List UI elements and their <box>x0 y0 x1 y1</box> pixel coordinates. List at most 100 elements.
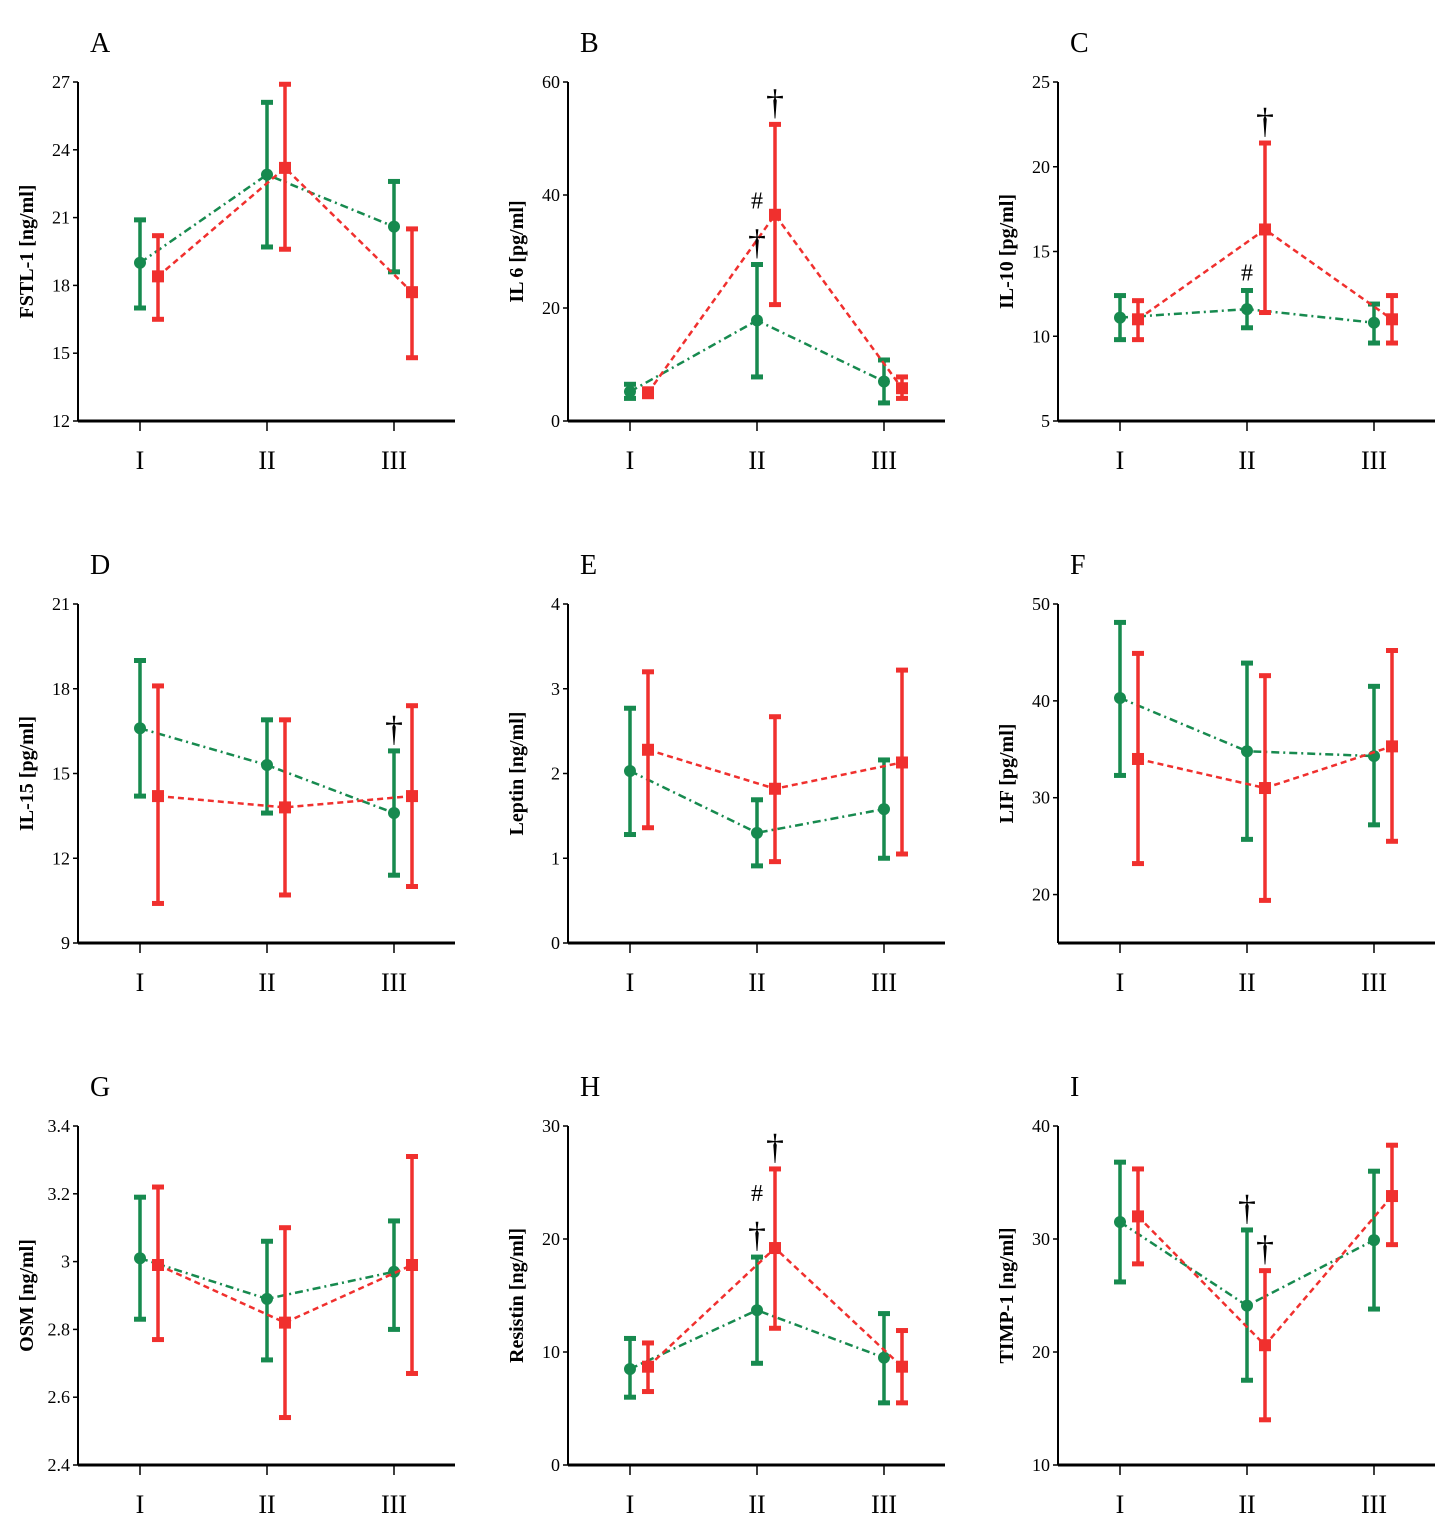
y-axis-label: OSM [ng/ml] <box>16 1239 38 1352</box>
x-tick-label: I <box>626 446 635 475</box>
x-tick-label: III <box>1361 446 1387 475</box>
x-tick-label: III <box>871 968 897 997</box>
y-tick-label: 3.4 <box>48 1116 71 1136</box>
panel-label: E <box>580 550 597 581</box>
y-tick-label: 30 <box>1032 788 1050 808</box>
data-point-green <box>261 1292 273 1305</box>
y-tick-label: 20 <box>1032 1342 1050 1362</box>
significance-mark: † <box>1256 1229 1274 1269</box>
data-point-red <box>406 790 418 803</box>
x-tick-label: III <box>1361 1490 1387 1519</box>
data-point-red <box>769 782 781 795</box>
data-point-green <box>388 807 400 820</box>
y-tick-label: 30 <box>542 1116 560 1136</box>
data-point-green <box>878 803 890 816</box>
data-point-green <box>1241 1299 1253 1312</box>
y-axis-label: FSTL-1 [ng/ml] <box>16 185 38 319</box>
data-point-red <box>1259 782 1271 795</box>
x-tick-label: II <box>748 446 765 475</box>
y-tick-label: 0 <box>551 411 560 431</box>
x-tick-label: II <box>748 968 765 997</box>
data-point-green <box>878 1351 890 1364</box>
data-point-red <box>642 743 654 756</box>
x-tick-label: I <box>626 968 635 997</box>
x-tick-label: I <box>1116 1490 1125 1519</box>
x-tick-label: I <box>1116 446 1125 475</box>
data-point-red <box>152 1258 164 1271</box>
x-tick-label: II <box>258 1490 275 1519</box>
data-point-green <box>624 1362 636 1375</box>
panel-label: H <box>580 1072 600 1103</box>
panel-label: D <box>90 550 110 581</box>
y-tick-label: 0 <box>551 1455 560 1475</box>
y-tick-label: 15 <box>52 764 70 784</box>
y-tick-label: 18 <box>52 275 70 295</box>
data-point-red <box>1259 223 1271 236</box>
y-axis-label: IL 6 [pg/ml] <box>506 200 528 302</box>
series-line-red <box>157 794 413 809</box>
y-axis-label: IL-15 [pg/ml] <box>16 716 38 831</box>
data-point-green <box>1241 745 1253 758</box>
data-point-green <box>624 385 636 398</box>
data-point-red <box>896 382 908 395</box>
data-point-green <box>1368 316 1380 329</box>
y-tick-label: 5 <box>1041 411 1050 431</box>
x-tick-label: II <box>258 446 275 475</box>
data-point-green <box>878 375 890 388</box>
data-point-red <box>406 1258 418 1271</box>
y-axis-label: LIF [pg/ml] <box>996 724 1018 824</box>
data-point-red <box>1132 1210 1144 1223</box>
panel-label: A <box>90 28 111 59</box>
data-point-red <box>1386 1190 1398 1203</box>
y-tick-label: 10 <box>1032 1455 1050 1475</box>
y-tick-label: 20 <box>542 1229 560 1249</box>
x-tick-label: III <box>871 1490 897 1519</box>
y-tick-label: 18 <box>52 679 70 699</box>
x-tick-label: I <box>136 1490 145 1519</box>
data-point-red <box>1132 752 1144 765</box>
significance-mark: † <box>1256 101 1274 141</box>
data-point-red <box>1386 740 1398 753</box>
data-point-green <box>1241 303 1253 316</box>
y-tick-label: 20 <box>1032 157 1050 177</box>
data-point-green <box>134 722 146 735</box>
y-tick-label: 20 <box>1032 885 1050 905</box>
data-point-red <box>642 1360 654 1373</box>
y-tick-label: 10 <box>1032 326 1050 346</box>
y-tick-label: 3 <box>551 679 560 699</box>
data-point-red <box>1259 1339 1271 1352</box>
y-tick-label: 40 <box>1032 691 1050 711</box>
series-line-red <box>157 166 413 294</box>
data-point-red <box>279 1316 291 1329</box>
x-tick-label: I <box>136 968 145 997</box>
x-tick-label: II <box>258 968 275 997</box>
x-tick-label: I <box>1116 968 1125 997</box>
y-tick-label: 3.2 <box>48 1184 71 1204</box>
panel-label: G <box>90 1072 110 1103</box>
y-tick-label: 9 <box>61 933 70 953</box>
significance-mark: † <box>1238 1188 1256 1228</box>
y-tick-label: 25 <box>1032 72 1050 92</box>
x-tick-label: III <box>381 968 407 997</box>
significance-mark: † <box>748 1215 766 1255</box>
data-point-red <box>152 270 164 283</box>
x-tick-label: III <box>871 446 897 475</box>
data-point-green <box>1114 311 1126 324</box>
y-tick-label: 27 <box>52 72 70 92</box>
y-tick-label: 3 <box>61 1252 70 1272</box>
series-line-green <box>139 173 395 264</box>
significance-mark: # <box>751 188 763 214</box>
y-tick-label: 12 <box>52 411 70 431</box>
data-point-red <box>406 286 418 299</box>
data-point-green <box>751 314 763 327</box>
data-point-red <box>769 1242 781 1255</box>
x-tick-label: II <box>748 1490 765 1519</box>
data-point-green <box>261 168 273 181</box>
